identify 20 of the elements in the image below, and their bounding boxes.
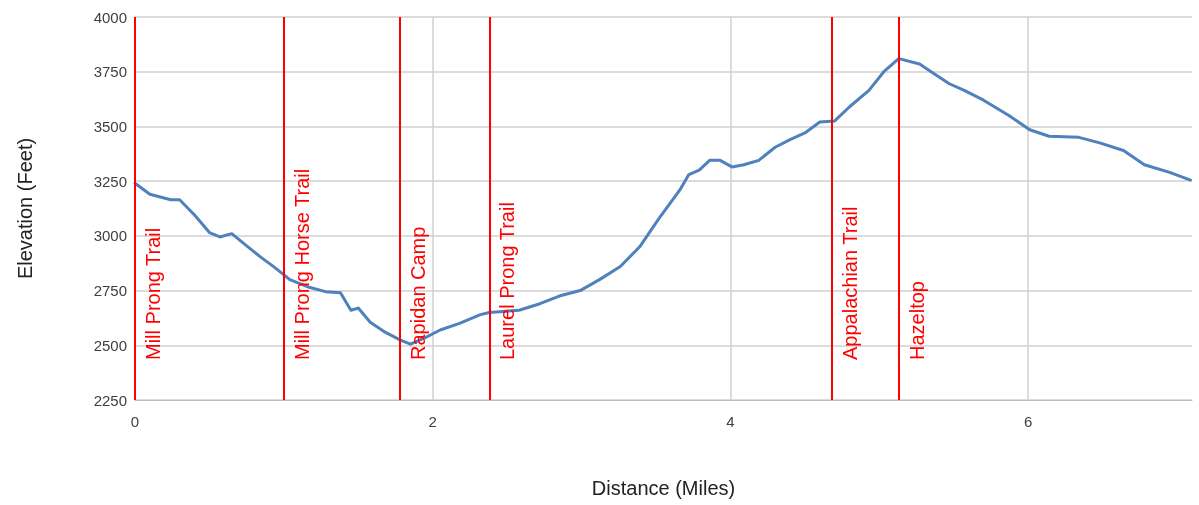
ref-line-label: Laurel Prong Trail: [496, 202, 519, 360]
ref-line-label: Appalachian Trail: [838, 206, 861, 360]
x-tick-label: 2: [428, 413, 437, 430]
ref-line-label: Mill Prong Trail: [142, 227, 164, 360]
y-tick-label: 3000: [93, 227, 127, 245]
x-tick-label: 6: [1024, 413, 1033, 430]
y-tick-label: 3250: [93, 172, 127, 190]
y-tick-label: 2750: [93, 282, 127, 300]
y-tick-label: 3750: [93, 63, 127, 81]
x-tick-label: 4: [726, 413, 735, 430]
y-tick-label: 3500: [93, 117, 127, 135]
ref-line-label: Hazeltop: [905, 281, 928, 360]
y-tick-label: 2500: [93, 336, 127, 354]
y-axis-title: Elevation (Feet): [14, 137, 36, 280]
y-tick-label: 2250: [93, 391, 127, 409]
ref-line-label: Mill Prong Horse Trail: [290, 168, 313, 360]
ref-line-label: Rapidan Camp: [406, 226, 429, 360]
x-axis-title: Distance (Miles): [591, 477, 736, 499]
x-tick-label: 0: [130, 413, 140, 430]
y-tick-label: 4000: [93, 8, 127, 26]
